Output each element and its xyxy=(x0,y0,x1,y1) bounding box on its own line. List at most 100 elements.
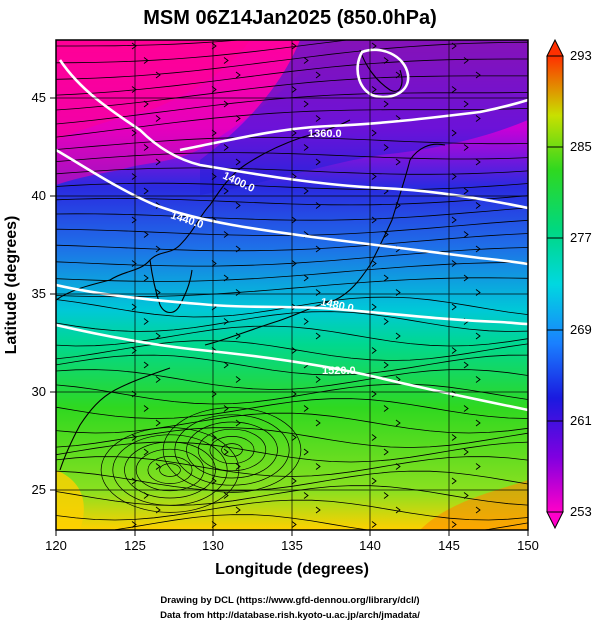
streamline-arrow xyxy=(395,506,401,514)
lat-lon-grid xyxy=(56,40,528,530)
streamline-arrow xyxy=(315,506,321,514)
x-ticks xyxy=(55,530,529,536)
colorbar-label: 277 xyxy=(570,230,592,245)
contour-1480 xyxy=(56,283,528,326)
streamline-arrow xyxy=(303,318,309,325)
streamline-arrow xyxy=(291,347,297,354)
circulation-streamline xyxy=(135,448,205,492)
streamline-arrow xyxy=(315,332,321,340)
streamline-arrow xyxy=(143,274,149,282)
warm-se-region xyxy=(420,480,528,530)
streamline-arrow xyxy=(451,216,457,224)
colorbar: 253 261 269 277 285 293 xyxy=(546,38,592,530)
streamline-arrow xyxy=(291,86,297,93)
streamline-arrow xyxy=(143,318,149,325)
streamline-arrow xyxy=(303,100,309,108)
x-tick-label: 140 xyxy=(359,538,381,553)
streamline-arrow xyxy=(131,521,137,528)
deep-blue-region xyxy=(200,40,528,195)
circulation-streamline xyxy=(147,456,193,484)
streamline-arrow xyxy=(155,115,161,122)
streamline-arrow xyxy=(451,86,457,93)
coastline-korea xyxy=(149,259,193,314)
streamline-arrow xyxy=(143,57,149,64)
circulation-streamline xyxy=(221,443,243,457)
streamline-arrow xyxy=(315,463,321,470)
circulation-streamline xyxy=(174,414,290,486)
streamline-arrow xyxy=(235,71,241,79)
y-tick-label: 25 xyxy=(32,482,46,497)
coastline-sakhalin xyxy=(359,49,403,92)
streamline-arrow xyxy=(223,274,229,282)
streamline-arrow xyxy=(395,332,401,340)
streamline-arrow xyxy=(131,260,137,267)
streamline-arrow xyxy=(235,463,241,470)
streamline-arrow xyxy=(383,405,389,412)
y-ticks xyxy=(50,97,56,491)
streamline-arrow xyxy=(223,187,229,195)
streamline-arrow xyxy=(303,187,309,195)
contour-label-1360: 1360.0 xyxy=(308,128,342,140)
streamline-arrow xyxy=(303,144,309,151)
streamline-arrow xyxy=(291,477,297,485)
credit-data: Data from http://database.rish.kyoto-u.a… xyxy=(160,610,420,621)
streamline-arrow xyxy=(303,57,309,64)
y-tick-label: 45 xyxy=(32,90,46,105)
circulation-streamline xyxy=(162,407,302,493)
x-tick-label: 150 xyxy=(517,538,539,553)
x-tick-label: 130 xyxy=(202,538,224,553)
colorbar-label: 285 xyxy=(570,139,592,154)
streamline-arrow xyxy=(235,376,241,383)
streamline-arrow xyxy=(451,347,457,354)
streamline-arrow xyxy=(235,158,241,166)
streamline-arrow xyxy=(383,448,389,456)
streamline-arrow xyxy=(463,57,469,64)
colorbar-label: 293 xyxy=(570,48,592,63)
streamline-arrow xyxy=(143,361,149,369)
y-tick-label: 30 xyxy=(32,384,46,399)
streamline-arrow xyxy=(303,405,309,412)
streamline-arrow xyxy=(383,231,389,238)
streamline-arrow xyxy=(371,477,377,485)
circulation-streamline xyxy=(209,436,255,464)
streamline-arrow xyxy=(235,245,241,253)
streamline-arrow xyxy=(451,173,457,180)
streamline-arrow xyxy=(383,144,389,151)
streamline-arrow xyxy=(143,405,149,412)
coastline-asia xyxy=(56,119,351,301)
streamline-arrow xyxy=(131,173,137,180)
streamline-arrow xyxy=(371,260,377,267)
streamline-arrow xyxy=(155,463,161,470)
streamline-arrow xyxy=(155,419,161,427)
circulation-streamline xyxy=(100,427,240,513)
circulation-streamline xyxy=(186,421,278,479)
streamline-arrow xyxy=(155,71,161,79)
map-plot-area: 1360.0 1400.0 1440.0 1480.0 1520.0 xyxy=(56,40,528,530)
map-title: MSM 06Z14Jan2025 (850.0hPa) xyxy=(143,7,437,29)
x-tick-label: 135 xyxy=(281,538,303,553)
colorbar-body xyxy=(546,55,564,513)
streamline-arrow xyxy=(143,231,149,238)
streamline-arrow xyxy=(223,361,229,369)
streamline-arrow xyxy=(383,492,389,499)
streamline-arrow xyxy=(395,419,401,427)
streamline-arrow xyxy=(315,71,321,79)
streamline-arrow xyxy=(223,57,229,64)
streamline-arrow xyxy=(463,100,469,108)
streamline-arrow xyxy=(131,477,137,485)
streamline-arrow xyxy=(371,86,377,93)
circulation-streamline xyxy=(159,463,181,477)
streamline-arrow xyxy=(383,318,389,325)
streamline-arrow xyxy=(371,42,377,50)
y-axis-title: Latitude (degrees) xyxy=(3,216,20,355)
colorbar-label: 269 xyxy=(570,322,592,337)
streamline-arrow xyxy=(223,405,229,412)
streamline-arrow xyxy=(303,492,309,499)
contour-1520 xyxy=(56,323,528,412)
streamline-arrow xyxy=(131,347,137,354)
contour-closed-low xyxy=(356,48,410,99)
streamline-arrow xyxy=(223,144,229,151)
streamline-arrow xyxy=(315,419,321,427)
streamline-arrow xyxy=(463,405,469,412)
